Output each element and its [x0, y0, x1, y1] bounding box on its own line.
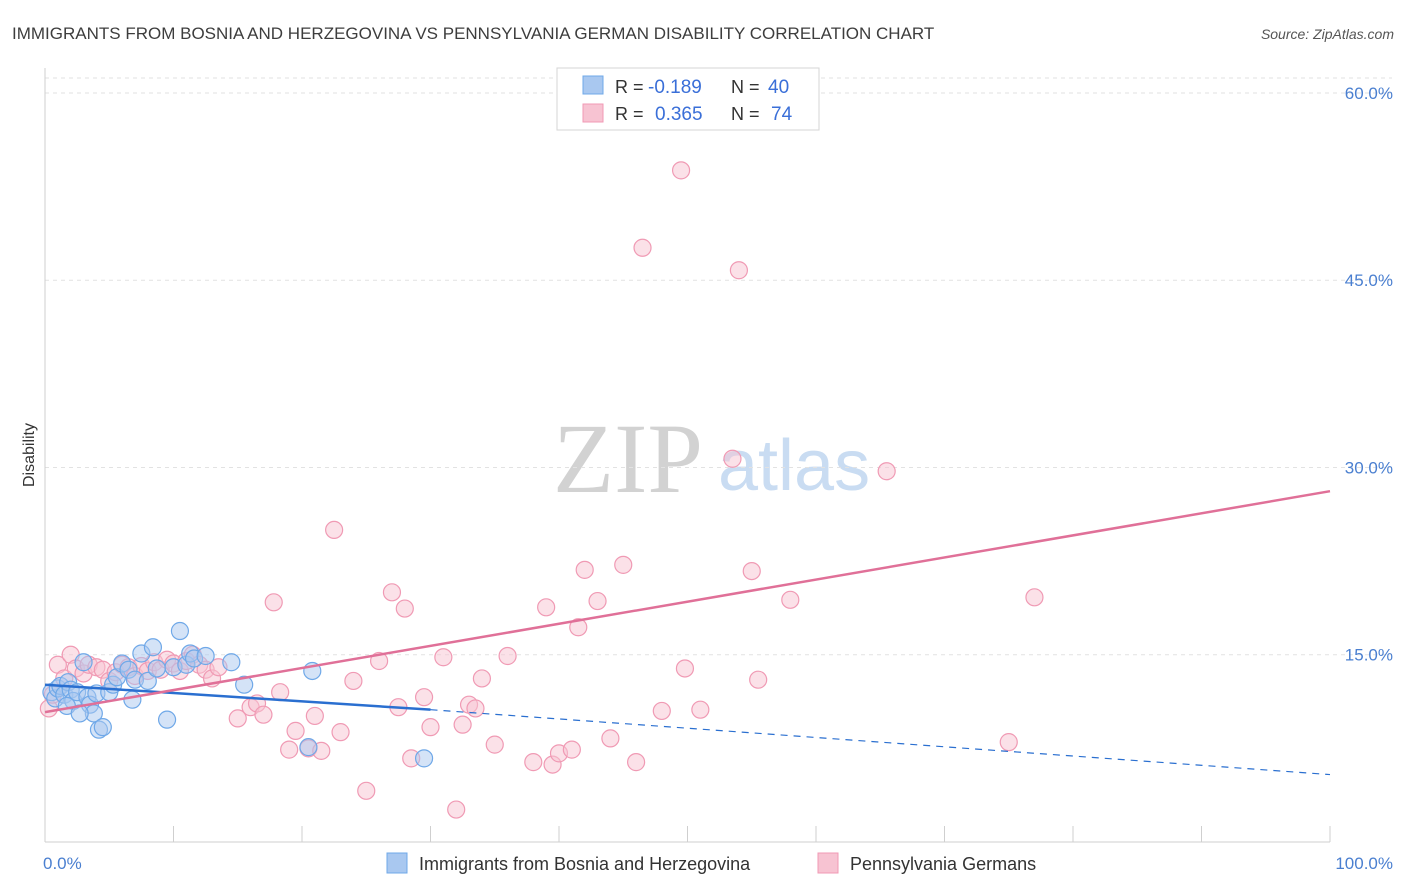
- grid-lines: [45, 77, 1392, 656]
- data-point-pennsylvania-germans: [472, 669, 491, 688]
- data-point-bosnia: [70, 704, 89, 723]
- legend-swatch-blue: [582, 75, 604, 95]
- data-point-bosnia: [235, 675, 254, 694]
- bottom-legend-label-pennsylvania: Pennsylvania Germans: [850, 854, 1036, 874]
- data-point-pennsylvania-germans: [325, 520, 344, 540]
- data-point-pennsylvania-germans: [434, 648, 453, 667]
- data-point-pennsylvania-germans: [575, 560, 594, 579]
- data-point-pennsylvania-germans: [1025, 588, 1044, 607]
- data-point-pennsylvania-germans: [652, 701, 671, 721]
- data-point-pennsylvania-germans: [414, 688, 434, 707]
- data-point-pennsylvania-germans: [729, 261, 749, 280]
- data-point-pennsylvania-germans: [524, 753, 543, 772]
- bottom-legend-swatch-pink: [817, 852, 839, 874]
- y-tick-label: 30.0%: [1345, 458, 1393, 477]
- data-point-pennsylvania-germans: [671, 161, 691, 180]
- x-tick-label-max: 100.0%: [1335, 854, 1393, 873]
- chart-title: IMMIGRANTS FROM BOSNIA AND HERZEGOVINA V…: [12, 24, 934, 43]
- data-point-pennsylvania-germans: [498, 646, 517, 666]
- x-axis-ticks: [44, 826, 1331, 842]
- trend-line-bosnia-extrapolated: [430, 709, 1331, 776]
- data-point-pennsylvania-germans: [421, 718, 440, 737]
- data-point-bosnia: [157, 710, 177, 729]
- data-point-bosnia: [138, 671, 157, 691]
- data-point-pennsylvania-germans: [537, 598, 556, 617]
- data-point-pennsylvania-germans: [675, 659, 695, 678]
- y-tick-label: 60.0%: [1345, 84, 1393, 103]
- data-point-pennsylvania-germans: [271, 683, 290, 702]
- data-point-bosnia: [170, 621, 190, 641]
- legend-n-label-1: N =: [731, 77, 760, 97]
- legend-r-value-2: 0.365: [655, 104, 703, 125]
- legend-swatch-pink: [582, 103, 604, 123]
- data-point-pennsylvania-germans: [691, 700, 710, 719]
- chart-source: Source: ZipAtlas.com: [1261, 26, 1394, 42]
- data-point-bosnia: [143, 638, 163, 657]
- data-point-pennsylvania-germans: [286, 721, 305, 740]
- data-point-bosnia: [414, 749, 434, 768]
- data-point-pennsylvania-germans: [626, 753, 646, 772]
- data-point-pennsylvania-germans: [588, 591, 607, 611]
- data-point-pennsylvania-germans: [357, 781, 376, 800]
- legend-r-label-2: R =: [615, 104, 644, 124]
- data-point-bosnia: [93, 718, 112, 737]
- data-point-pennsylvania-germans: [485, 735, 504, 754]
- data-point-bosnia: [74, 653, 93, 672]
- data-point-pennsylvania-germans: [382, 583, 402, 602]
- data-point-pennsylvania-germans: [569, 618, 588, 637]
- legend-n-label-2: N =: [731, 104, 760, 124]
- data-point-bosnia: [147, 659, 166, 678]
- data-point-pennsylvania-germans: [305, 706, 324, 726]
- data-point-pennsylvania-germans: [228, 709, 247, 728]
- x-tick-label-min: 0.0%: [43, 854, 82, 873]
- watermark-atlas: atlas: [718, 426, 870, 506]
- y-tick-label: 45.0%: [1345, 271, 1393, 290]
- data-point-pennsylvania-germans: [254, 705, 273, 724]
- data-point-pennsylvania-germans: [264, 593, 283, 612]
- data-point-pennsylvania-germans: [331, 723, 350, 742]
- series-pennsylvania-germans-points: [39, 161, 1044, 819]
- y-tick-label: 15.0%: [1345, 646, 1393, 665]
- data-point-pennsylvania-germans: [877, 462, 896, 481]
- data-point-pennsylvania-germans: [614, 555, 633, 574]
- legend-n-value-2: 74: [771, 104, 793, 125]
- data-point-pennsylvania-germans: [447, 800, 466, 819]
- data-point-pennsylvania-germans: [633, 238, 652, 257]
- legend-r-label-1: R =: [615, 77, 644, 97]
- series-bosnia-points: [42, 621, 434, 768]
- trend-lines: [44, 489, 1331, 776]
- data-point-pennsylvania-germans: [370, 651, 389, 671]
- bottom-legend-swatch-blue: [386, 852, 408, 874]
- legend: R = -0.189 N = 40 R = 0.365 N = 74: [556, 67, 820, 131]
- data-point-pennsylvania-germans: [999, 733, 1018, 752]
- watermark-zip: ZIP: [553, 403, 703, 514]
- bottom-legend: Immigrants from Bosnia and Herzegovina P…: [386, 852, 1036, 874]
- data-point-pennsylvania-germans: [742, 561, 761, 581]
- y-axis-tick-labels: 15.0% 30.0% 45.0% 60.0%: [1345, 84, 1393, 665]
- data-point-pennsylvania-germans: [723, 449, 742, 468]
- trend-line-bosnia: [44, 683, 431, 711]
- data-point-pennsylvania-germans: [781, 590, 800, 609]
- data-point-pennsylvania-germans: [453, 715, 472, 734]
- data-point-pennsylvania-germans: [601, 729, 620, 748]
- legend-r-value-1: -0.189: [648, 77, 702, 98]
- data-point-pennsylvania-germans: [395, 599, 414, 618]
- data-point-bosnia: [123, 690, 142, 709]
- data-point-pennsylvania-germans: [466, 699, 485, 718]
- data-point-pennsylvania-germans: [280, 740, 299, 759]
- bottom-legend-label-bosnia: Immigrants from Bosnia and Herzegovina: [419, 854, 751, 874]
- data-point-pennsylvania-germans: [749, 670, 768, 689]
- data-point-bosnia: [222, 653, 241, 672]
- trend-line-pennsylvania-germans: [44, 489, 1331, 714]
- legend-n-value-1: 40: [768, 77, 789, 98]
- data-point-bosnia: [299, 738, 318, 757]
- data-point-pennsylvania-germans: [344, 671, 363, 691]
- y-axis-label: Disability: [21, 423, 38, 487]
- data-point-pennsylvania-germans: [562, 740, 581, 759]
- data-point-bosnia: [196, 646, 215, 666]
- watermark: ZIP atlas: [553, 403, 870, 514]
